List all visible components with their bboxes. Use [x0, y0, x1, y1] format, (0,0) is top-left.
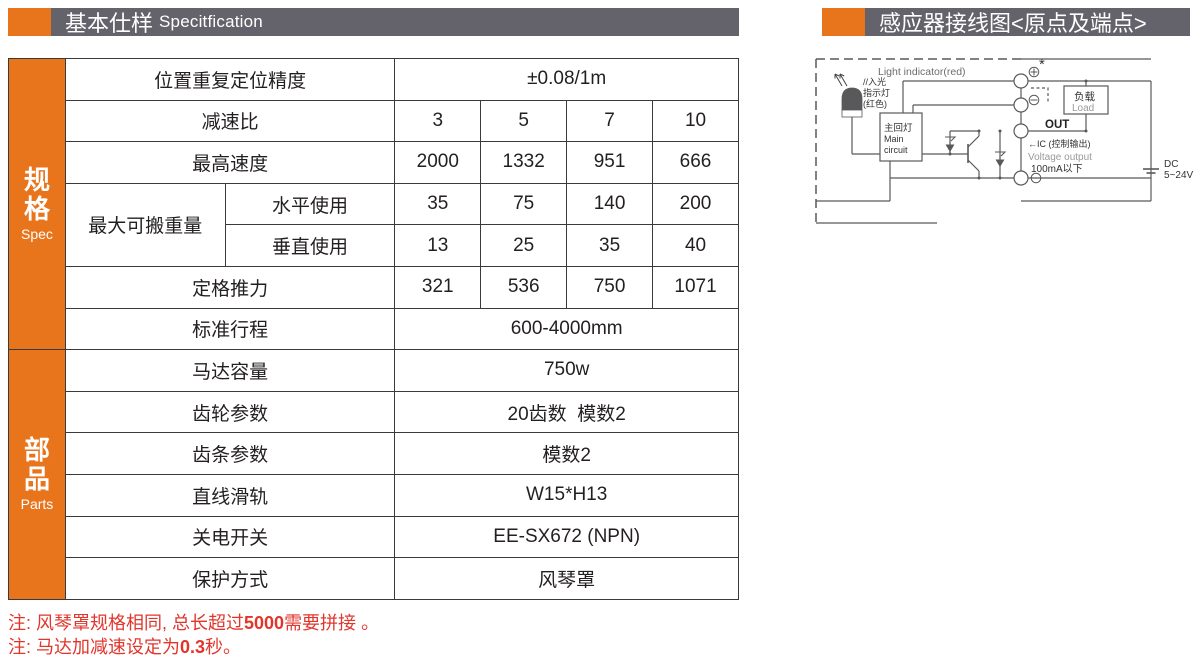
svg-text:(红色): (红色)	[863, 98, 887, 109]
svg-text:circuit: circuit	[884, 145, 908, 155]
svg-text:*: *	[1039, 56, 1045, 73]
svg-text:OUT: OUT	[1045, 119, 1069, 131]
svg-text:DC: DC	[1164, 159, 1178, 170]
svg-text:负载: 负载	[1074, 90, 1096, 103]
svg-text:指示灯: 指示灯	[863, 87, 890, 98]
svg-text:←IC (控制输出): ←IC (控制输出)	[1028, 138, 1091, 149]
svg-text:Main: Main	[884, 134, 904, 144]
svg-text:Light indicator(red): Light indicator(red)	[878, 66, 966, 78]
svg-text:5~24V: 5~24V	[1164, 170, 1194, 181]
svg-text:主回灯: 主回灯	[884, 122, 913, 134]
svg-text:Voltage output: Voltage output	[1028, 152, 1092, 163]
svg-text:Load: Load	[1072, 103, 1094, 114]
svg-text:100mA以下: 100mA以下	[1031, 164, 1083, 175]
